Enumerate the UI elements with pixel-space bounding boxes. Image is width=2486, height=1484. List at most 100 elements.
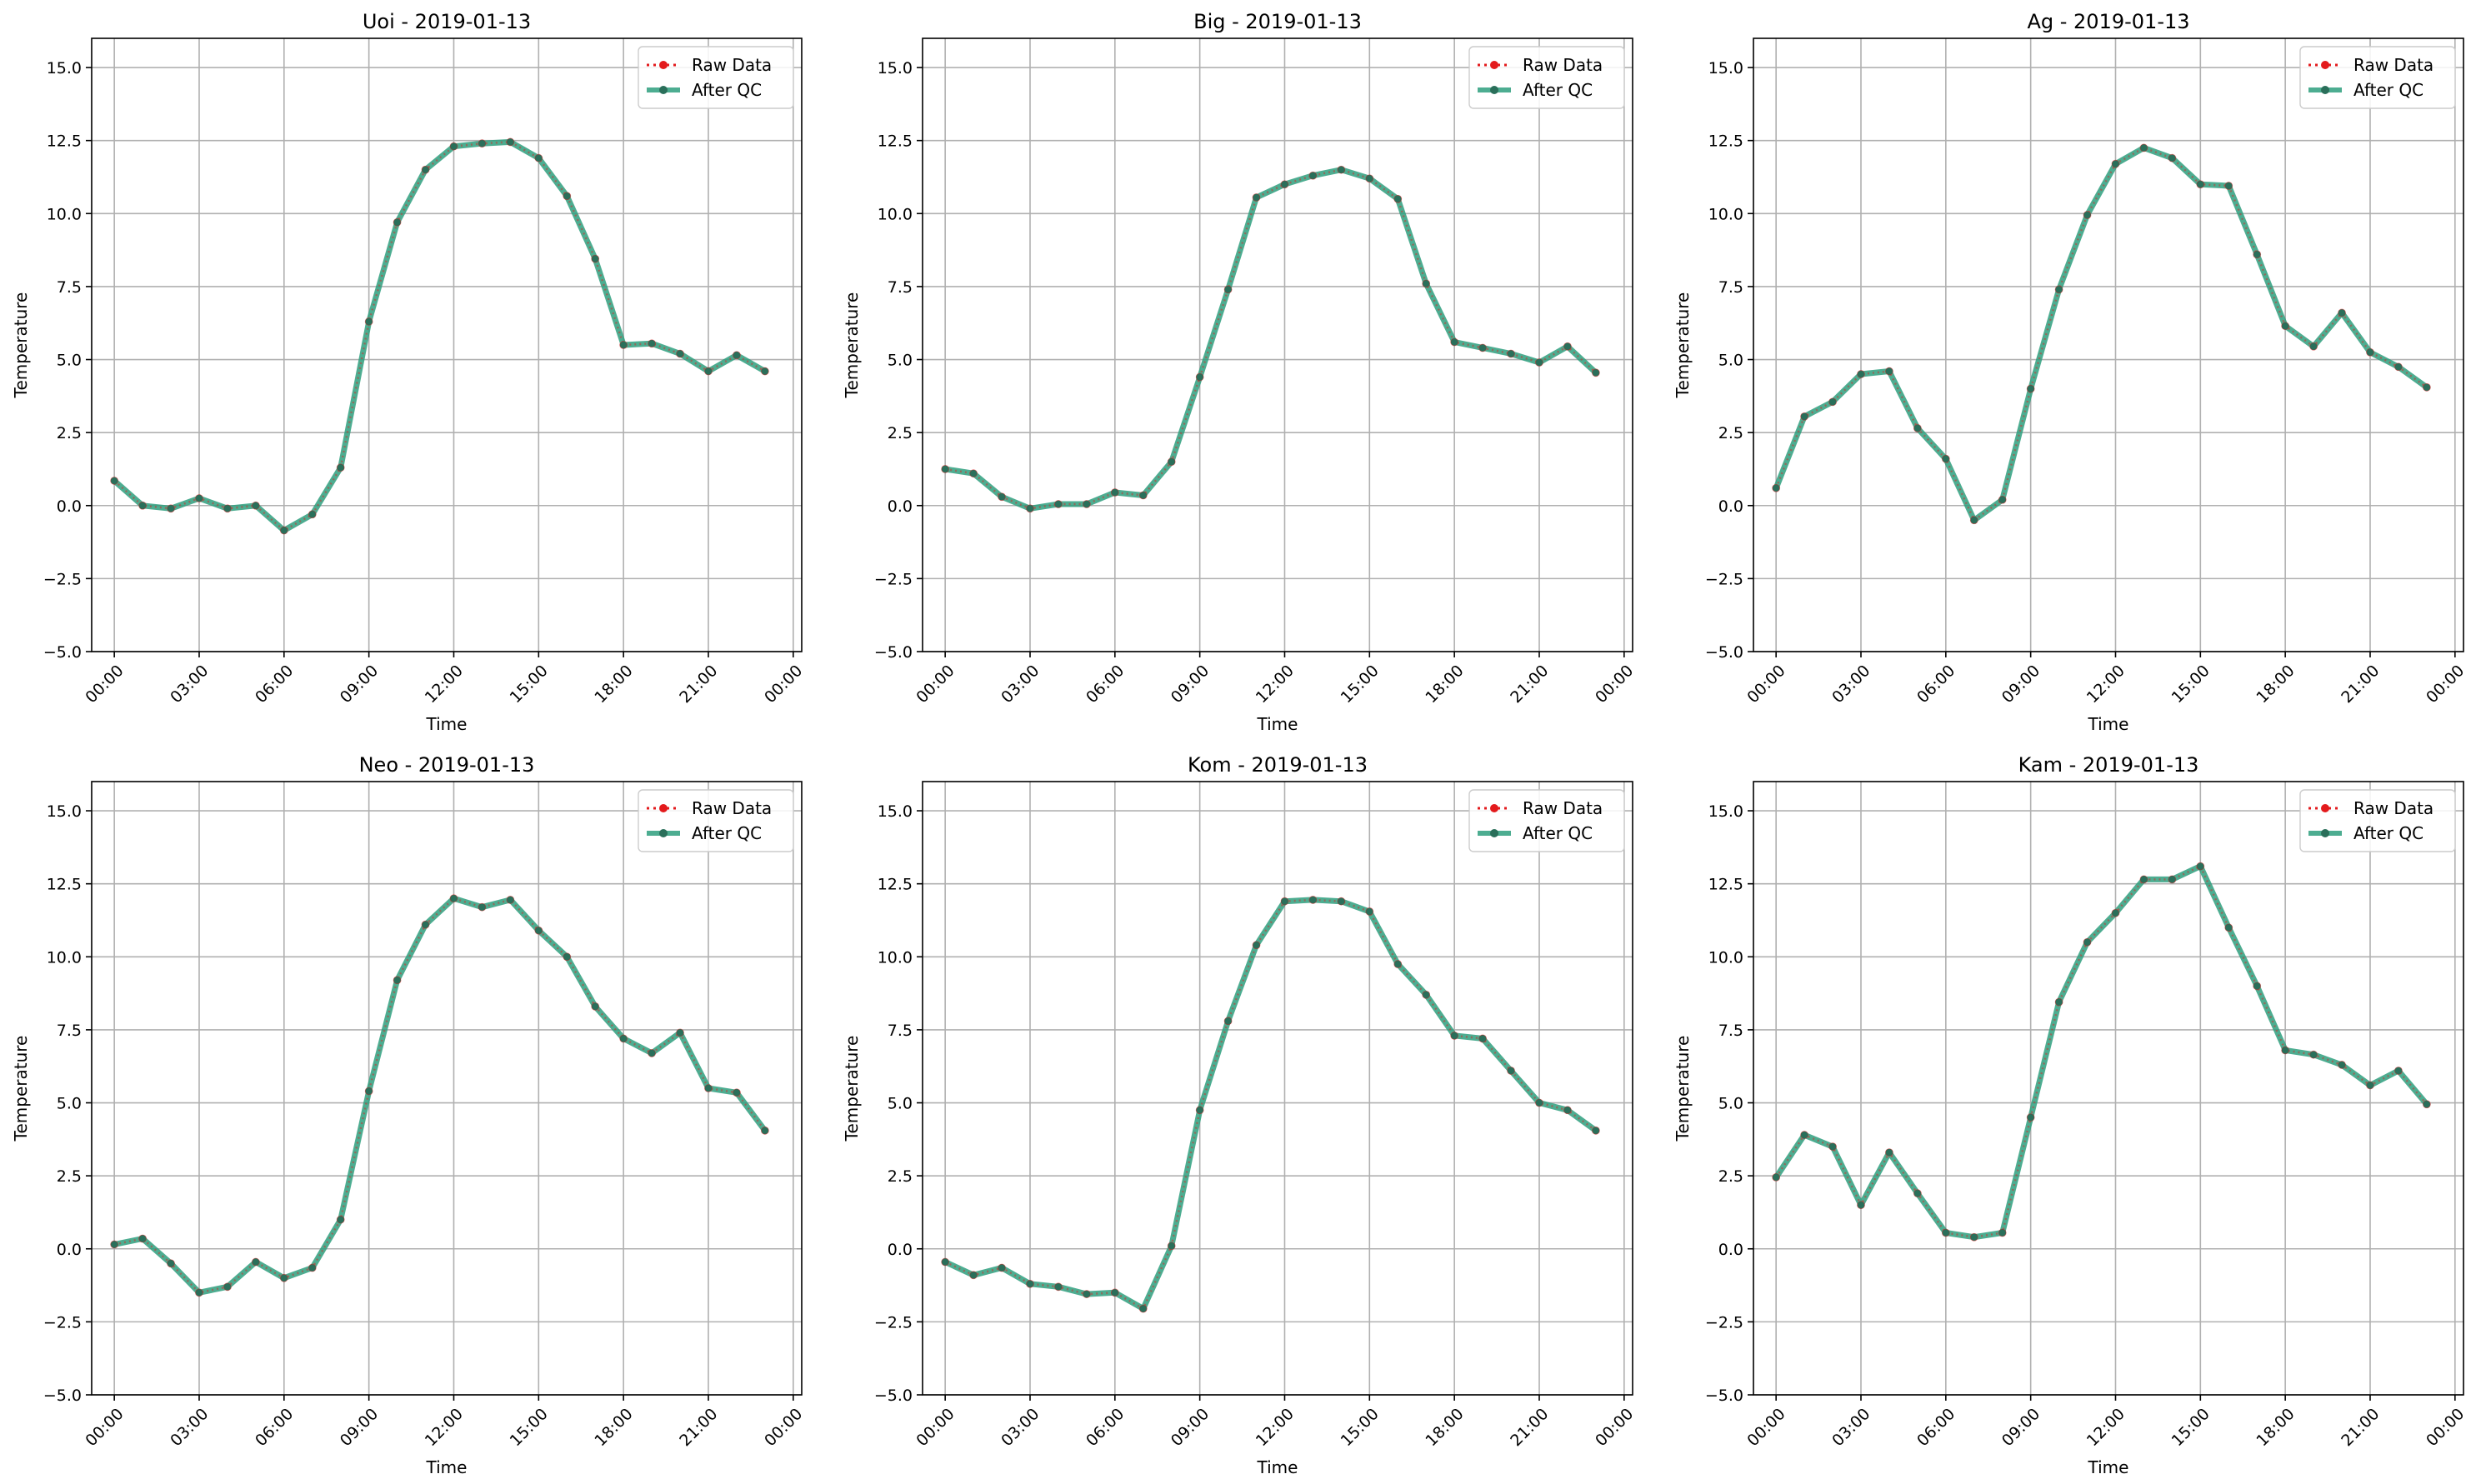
legend-raw-marker bbox=[659, 61, 668, 69]
data-point bbox=[449, 142, 458, 151]
legend-qc-label: After QC bbox=[1523, 80, 1593, 100]
data-point bbox=[1507, 1067, 1515, 1075]
data-point bbox=[1280, 897, 1289, 906]
data-point bbox=[998, 492, 1006, 502]
y-tick-label: 15.0 bbox=[1708, 802, 1743, 821]
data-point bbox=[2139, 143, 2148, 152]
data-point bbox=[2111, 908, 2120, 917]
subplot-5: 00:00 03:00 06:00 09:00 12:00 15:00 18:00 21:00… bbox=[1673, 753, 2468, 1477]
y-tick-label: 10.0 bbox=[47, 948, 82, 967]
data-point bbox=[279, 1273, 288, 1282]
data-point bbox=[138, 501, 147, 510]
data-point bbox=[2366, 347, 2374, 357]
data-point bbox=[1450, 1032, 1459, 1040]
data-point bbox=[534, 153, 543, 162]
data-point bbox=[336, 463, 345, 472]
data-point bbox=[1800, 412, 1808, 421]
data-point bbox=[1913, 423, 1922, 432]
data-point bbox=[364, 317, 373, 326]
y-tick-label: 2.5 bbox=[57, 1167, 82, 1186]
data-point bbox=[1563, 342, 1572, 351]
x-tick-label: 00:00 bbox=[761, 1405, 806, 1450]
data-point bbox=[1422, 279, 1431, 288]
y-tick-label: −2.5 bbox=[1705, 1313, 1743, 1332]
legend-raw-marker bbox=[659, 804, 668, 812]
x-tick-label: 09:00 bbox=[1168, 1405, 1213, 1450]
data-point bbox=[760, 367, 769, 376]
data-point bbox=[1591, 368, 1600, 377]
x-tick-label: 03:00 bbox=[1828, 1405, 1873, 1450]
series-group bbox=[1772, 143, 2431, 525]
y-tick-label: 2.5 bbox=[1718, 1167, 1743, 1186]
y-tick-label: 0.0 bbox=[57, 1241, 82, 1259]
legend-raw-marker bbox=[2321, 804, 2329, 812]
legend-qc-marker bbox=[2321, 86, 2329, 94]
data-point bbox=[2168, 153, 2177, 162]
data-point bbox=[421, 920, 430, 929]
y-tick-label: 0.0 bbox=[888, 1241, 913, 1259]
data-point bbox=[195, 494, 203, 502]
x-tick-label: 21:00 bbox=[2338, 1405, 2383, 1450]
y-axis-label: Temperature bbox=[11, 292, 31, 399]
data-point bbox=[1563, 1106, 1572, 1115]
legend-raw-marker bbox=[1490, 804, 1498, 812]
data-point bbox=[2309, 1050, 2318, 1059]
subplot-1: 00:00 03:00 06:00 09:00 12:00 15:00 18:00 21:00… bbox=[842, 10, 1637, 734]
after-qc-line bbox=[113, 895, 768, 1296]
x-tick-label: 06:00 bbox=[1083, 1405, 1128, 1450]
y-tick-label: 7.5 bbox=[888, 278, 913, 297]
data-point bbox=[138, 1234, 147, 1243]
x-tick-label: 21:00 bbox=[1507, 662, 1552, 707]
axes-frame bbox=[91, 781, 803, 1396]
data-point bbox=[2224, 182, 2233, 190]
data-point bbox=[1422, 990, 1431, 999]
after-qc-line bbox=[1773, 863, 2429, 1241]
x-tick-label: 15:00 bbox=[2168, 1405, 2213, 1450]
data-point bbox=[2196, 180, 2205, 189]
y-tick-label: 2.5 bbox=[888, 1167, 913, 1186]
data-point bbox=[1800, 1131, 1808, 1139]
y-tick-label: 7.5 bbox=[1718, 1022, 1743, 1040]
y-tick-label: 2.5 bbox=[1718, 424, 1743, 442]
data-point bbox=[941, 1257, 950, 1267]
legend: Raw Data After QC bbox=[2299, 46, 2456, 109]
data-point bbox=[1082, 1290, 1091, 1298]
data-point bbox=[1913, 1189, 1922, 1198]
legend-raw-label: Raw Data bbox=[692, 55, 772, 75]
data-point bbox=[167, 1259, 175, 1268]
y-tick-label: 0.0 bbox=[1718, 497, 1743, 516]
data-point bbox=[1969, 516, 1978, 525]
y-axis-label: Temperature bbox=[842, 1036, 862, 1142]
legend-box bbox=[638, 46, 794, 109]
after-qc-line bbox=[1773, 144, 2428, 523]
data-point bbox=[1308, 896, 1318, 904]
legend-raw-label: Raw Data bbox=[692, 798, 772, 818]
data-point bbox=[1478, 1034, 1487, 1043]
y-tick-label: 10.0 bbox=[878, 205, 913, 223]
y-tick-label: −2.5 bbox=[43, 1313, 82, 1332]
x-axis-label: Time bbox=[426, 1457, 468, 1477]
raw-data-line bbox=[944, 898, 1597, 1311]
data-point bbox=[1969, 1232, 1978, 1242]
data-point bbox=[1828, 1142, 1837, 1151]
legend-raw-label: Raw Data bbox=[2353, 55, 2433, 75]
data-point bbox=[1138, 491, 1148, 500]
data-point bbox=[941, 465, 950, 473]
y-tick-label: 12.5 bbox=[878, 132, 913, 151]
x-tick-label: 00:00 bbox=[913, 1405, 958, 1450]
data-point bbox=[478, 902, 487, 912]
y-tick-label: 2.5 bbox=[888, 424, 913, 442]
x-tick-label: 06:00 bbox=[1913, 662, 1958, 707]
subplot-0: 00:00 03:00 06:00 09:00 12:00 15:00 18:00 21:00… bbox=[11, 10, 806, 734]
y-tick-label: 12.5 bbox=[1708, 132, 1743, 151]
data-point bbox=[1365, 174, 1374, 183]
data-point bbox=[251, 1257, 260, 1267]
y-tick-label: 5.0 bbox=[57, 352, 82, 370]
data-point bbox=[2026, 1113, 2035, 1122]
data-point bbox=[704, 1084, 713, 1092]
data-point bbox=[1478, 343, 1487, 352]
data-point bbox=[1308, 171, 1318, 180]
x-tick-label: 00:00 bbox=[82, 1405, 127, 1450]
chart-title: Big - 2019-01-13 bbox=[1193, 10, 1362, 33]
x-tick-label: 00:00 bbox=[2423, 1405, 2468, 1450]
